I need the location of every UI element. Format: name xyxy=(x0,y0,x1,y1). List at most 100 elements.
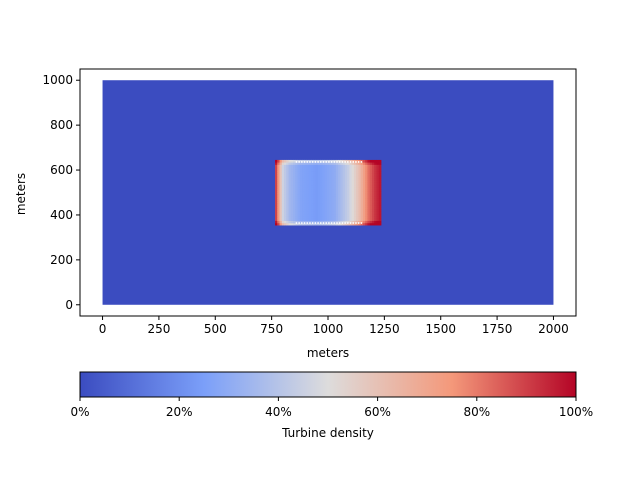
density-cell xyxy=(360,193,364,197)
density-cell xyxy=(297,216,301,219)
density-cell xyxy=(356,189,359,192)
density-cell xyxy=(374,209,377,212)
density-cell xyxy=(342,216,346,219)
density-cell xyxy=(376,184,380,188)
density-cell xyxy=(324,220,328,224)
density-cell xyxy=(326,204,330,208)
density-cell xyxy=(306,222,310,226)
density-cell xyxy=(362,213,366,217)
density-cell xyxy=(353,200,357,204)
density-cell xyxy=(347,164,350,168)
density-cell xyxy=(358,204,362,208)
density-cell xyxy=(353,222,357,226)
density-cell xyxy=(308,164,312,168)
density-cell xyxy=(279,175,283,179)
density-cell xyxy=(333,171,337,174)
density-cell xyxy=(347,207,350,210)
density-cell xyxy=(299,200,303,204)
density-cell xyxy=(360,171,364,174)
density-cell xyxy=(311,213,314,217)
colorbar: 0% 20% 40% 60% 80% 100% Turbine density xyxy=(70,371,593,440)
density-cell xyxy=(358,213,362,217)
density-cell xyxy=(374,216,377,219)
density-cell xyxy=(286,168,289,172)
density-cell xyxy=(284,173,287,177)
density-cell xyxy=(333,213,337,217)
density-cell xyxy=(371,191,375,195)
density-cell xyxy=(308,173,312,177)
density-cell xyxy=(344,191,348,195)
density-cell xyxy=(299,204,303,208)
density-cell xyxy=(369,168,373,172)
density-cell xyxy=(378,202,382,206)
density-cell xyxy=(279,184,283,188)
density-cell xyxy=(362,180,366,183)
density-cell xyxy=(329,175,332,179)
density-cell xyxy=(317,193,321,197)
density-cell xyxy=(340,204,344,208)
density-cell xyxy=(344,211,348,215)
density-cell xyxy=(295,207,298,210)
x-tick-label: 2000 xyxy=(538,322,569,336)
density-cell xyxy=(344,162,348,165)
boundary-dot xyxy=(319,161,322,163)
density-cell xyxy=(320,184,323,188)
density-cell xyxy=(290,173,294,177)
density-cell xyxy=(374,171,377,174)
density-cell xyxy=(313,162,316,165)
density-cell xyxy=(275,211,278,215)
density-cell xyxy=(367,193,371,197)
density-cell xyxy=(378,159,382,163)
density-cell xyxy=(295,182,298,186)
density-cell xyxy=(288,198,292,201)
density-cell xyxy=(340,180,344,183)
density-cell xyxy=(320,159,323,163)
density-cell xyxy=(311,171,314,174)
density-cell xyxy=(315,184,319,188)
density-cell xyxy=(340,209,344,212)
density-cell xyxy=(371,180,375,183)
density-cell xyxy=(299,193,303,197)
density-cell xyxy=(378,213,382,217)
density-cell xyxy=(358,182,362,186)
density-cell xyxy=(320,175,323,179)
density-cell xyxy=(317,200,321,204)
colorbar-tick-label: 100% xyxy=(559,405,593,419)
density-cell xyxy=(324,207,328,210)
density-cell xyxy=(306,159,310,163)
density-cell xyxy=(362,216,366,219)
density-cell xyxy=(344,182,348,186)
density-cell xyxy=(360,175,364,179)
density-cell xyxy=(299,177,303,181)
density-cell xyxy=(297,186,301,190)
density-cell xyxy=(338,189,341,192)
density-cell xyxy=(344,193,348,197)
density-cell xyxy=(338,193,341,197)
density-cell xyxy=(326,207,330,210)
density-cell xyxy=(315,177,319,181)
density-cell xyxy=(297,173,301,177)
density-cell xyxy=(329,220,332,224)
density-cell xyxy=(369,191,373,195)
density-cell xyxy=(335,209,339,212)
density-cell xyxy=(376,175,380,179)
density-cell xyxy=(374,166,377,170)
density-cell xyxy=(290,213,294,217)
density-cell xyxy=(315,175,319,179)
density-cell xyxy=(376,171,380,174)
density-cell xyxy=(329,213,332,217)
density-cell xyxy=(315,220,319,224)
y-axis-label: meters xyxy=(14,173,28,215)
density-cell xyxy=(279,186,283,190)
density-cell xyxy=(331,195,335,199)
density-cell xyxy=(277,180,280,183)
density-cell xyxy=(324,182,328,186)
density-cell xyxy=(378,168,382,172)
density-cell xyxy=(362,220,366,224)
density-cell xyxy=(277,211,280,215)
density-cell xyxy=(335,216,339,219)
density-cell xyxy=(347,182,350,186)
density-cell xyxy=(311,175,314,179)
density-cell xyxy=(281,209,285,212)
density-cell xyxy=(358,198,362,201)
